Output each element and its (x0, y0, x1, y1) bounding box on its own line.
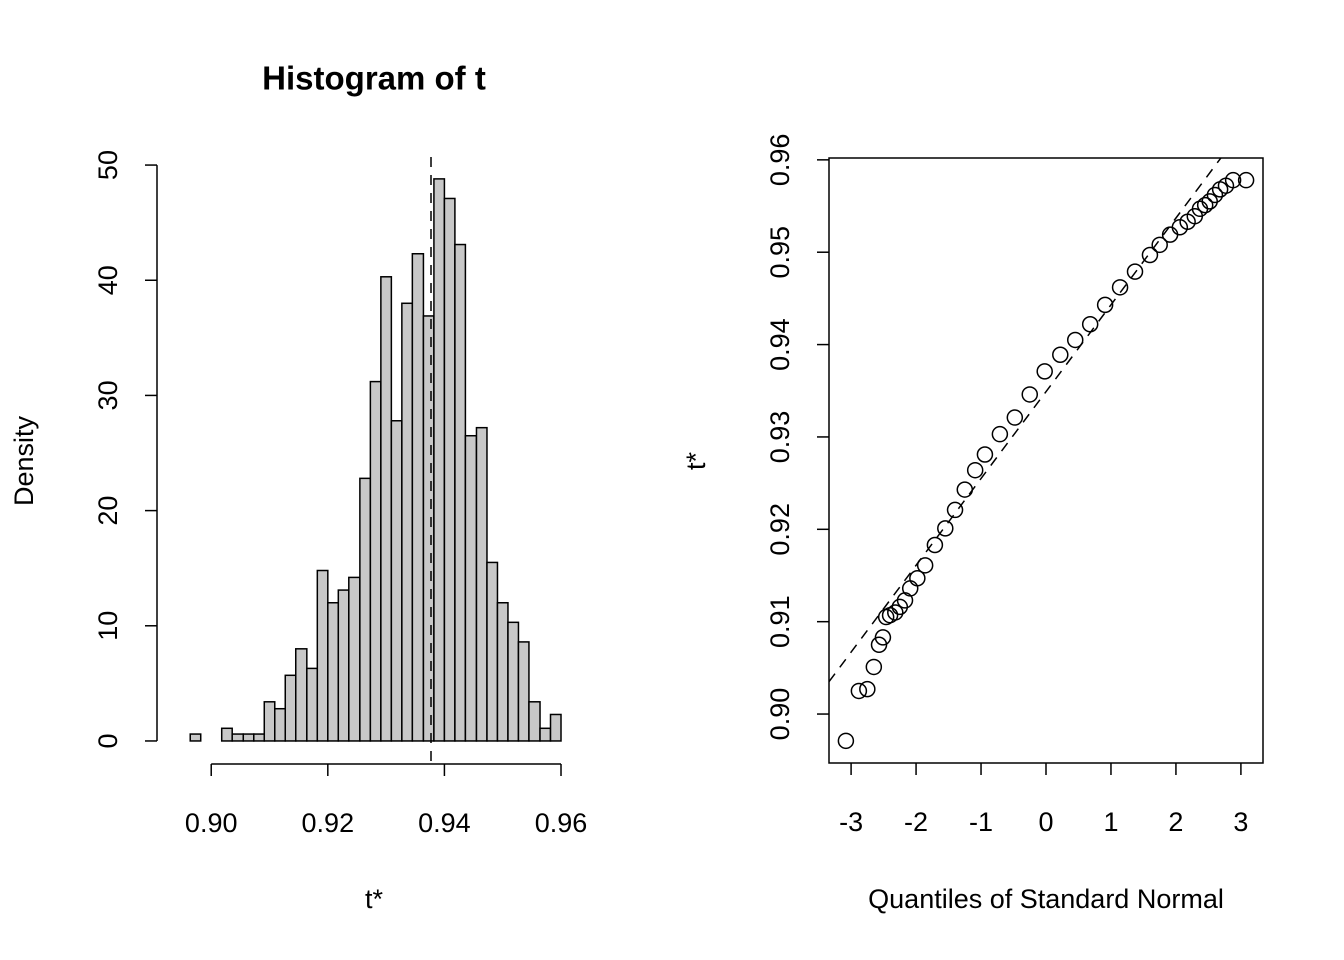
point (1052, 346, 1069, 363)
qq-line (829, 158, 1222, 683)
point (837, 732, 855, 750)
bar (306, 667, 319, 742)
point (1141, 246, 1159, 264)
bar (327, 601, 340, 742)
y-tick-label: 0.90 (765, 688, 795, 741)
y-tick-label: 30 (93, 380, 123, 410)
bar (422, 315, 435, 742)
bar (263, 701, 276, 742)
bar (359, 477, 372, 742)
y-tick-label: 0.92 (765, 503, 795, 556)
bar (433, 178, 446, 742)
x-tick-label: 0.96 (535, 808, 588, 838)
bar (486, 561, 499, 742)
point (946, 501, 964, 519)
bar (220, 727, 233, 742)
bar (369, 380, 382, 742)
point (1224, 171, 1242, 189)
point (865, 658, 883, 676)
bar (443, 197, 456, 742)
point (1196, 196, 1214, 214)
point (966, 461, 984, 479)
bar (348, 576, 361, 742)
bar (231, 733, 245, 742)
y-tick-label: 10 (93, 611, 123, 641)
y-tick-label: 0.94 (765, 318, 795, 371)
x-axis-label: Quantiles of Standard Normal (868, 884, 1224, 914)
point (1006, 409, 1024, 426)
point (850, 682, 868, 700)
x-tick-label: 0.92 (302, 808, 355, 838)
point (1151, 236, 1168, 254)
bar (380, 276, 393, 742)
point (1021, 386, 1039, 403)
bar (475, 426, 488, 742)
y-tick-label: 20 (93, 496, 123, 526)
bar (411, 253, 425, 742)
bar (242, 733, 255, 742)
x-tick-label: 2 (1168, 807, 1183, 837)
bar (464, 434, 478, 742)
chart-title: Histogram of t (262, 60, 486, 97)
bar (189, 733, 202, 742)
bar (401, 302, 414, 742)
bar (337, 589, 350, 742)
bar (253, 733, 266, 742)
point (926, 536, 944, 554)
plot-box (828, 157, 1264, 764)
point (887, 604, 904, 621)
point (916, 557, 934, 574)
y-axis-label: Density (9, 415, 39, 506)
x-tick-label: 3 (1233, 807, 1248, 837)
y-tick-label: 0.96 (765, 134, 795, 187)
point (1066, 331, 1084, 349)
x-axis-label: t* (365, 884, 384, 914)
y-tick-label: 0.93 (765, 411, 795, 464)
point (1237, 171, 1255, 189)
bar (390, 420, 403, 742)
bar (284, 674, 297, 742)
point (901, 580, 919, 597)
point (909, 570, 926, 587)
point (991, 425, 1009, 443)
x-tick-label: 0 (1038, 807, 1053, 837)
point (1081, 316, 1099, 333)
x-tick-label: 0.90 (185, 808, 238, 838)
bar (295, 648, 308, 742)
point (1206, 186, 1224, 204)
point (1036, 363, 1053, 380)
point (976, 446, 994, 463)
y-tick-label: 40 (93, 265, 123, 295)
bar (507, 621, 520, 742)
bar (316, 569, 329, 742)
bar (274, 707, 287, 742)
x-tick-label: -1 (969, 807, 993, 837)
y-tick-label: 50 (93, 150, 123, 180)
point (859, 680, 876, 698)
x-tick-label: 0.94 (418, 808, 471, 838)
point (874, 629, 892, 646)
y-tick-label: 0.95 (765, 226, 795, 279)
bar (539, 727, 552, 742)
point (1126, 263, 1144, 280)
y-axis-label: t* (681, 452, 711, 471)
point (937, 520, 954, 537)
bar (454, 243, 467, 742)
x-tick-label: -3 (839, 807, 863, 837)
bar (496, 601, 509, 742)
bar (517, 641, 530, 742)
point (956, 481, 974, 498)
point (1096, 296, 1114, 314)
point (1111, 279, 1129, 296)
x-tick-label: 1 (1103, 807, 1118, 837)
point (1201, 193, 1218, 210)
y-tick-label: 0 (93, 733, 123, 748)
point (1161, 226, 1179, 243)
bar (549, 713, 562, 742)
y-tick-label: 0.91 (765, 595, 795, 648)
bar (528, 701, 541, 742)
x-tick-label: -2 (904, 807, 928, 837)
